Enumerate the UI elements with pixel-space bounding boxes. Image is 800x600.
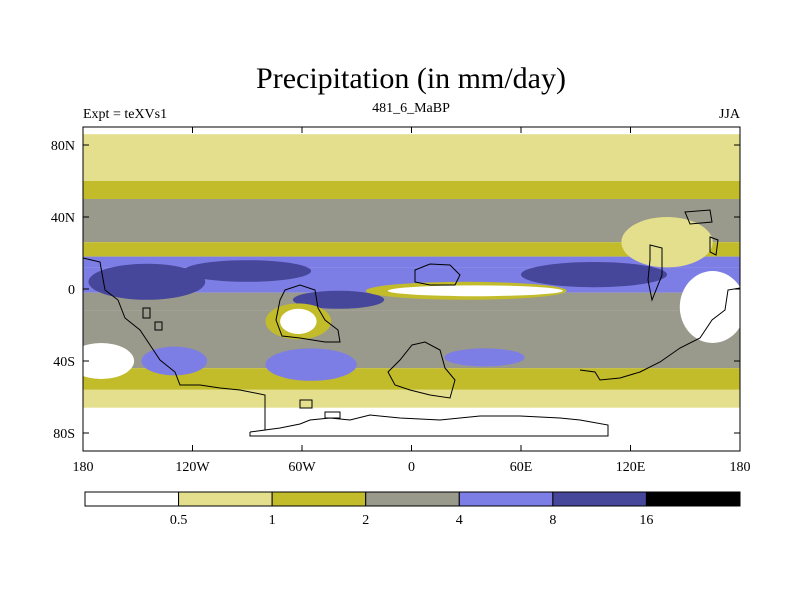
- precip-region: [183, 260, 312, 282]
- x-tick-label: 120W: [175, 460, 210, 475]
- colorbar-level-label: 8: [549, 513, 556, 528]
- experiment-label: Expt = teXVs1: [83, 107, 167, 122]
- precip-region: [265, 348, 357, 381]
- x-tick-label: 0: [408, 460, 415, 475]
- y-tick-label: 40S: [53, 355, 75, 370]
- x-tick-label: 180: [73, 460, 94, 475]
- precip-region: [444, 348, 525, 367]
- chart-title: Precipitation (in mm/day): [256, 62, 566, 95]
- colorbar-swatch: [84, 491, 180, 507]
- zonal-band: [83, 181, 740, 199]
- colorbar-swatch: [552, 491, 647, 507]
- precip-region: [280, 308, 317, 334]
- period-label: 481_6_MaBP: [372, 101, 450, 116]
- x-tick-label: 120E: [616, 460, 646, 475]
- colorbar-swatch: [365, 491, 460, 507]
- continent-outlines: [83, 209, 740, 437]
- precip-region: [521, 262, 667, 288]
- zonal-band: [83, 242, 740, 257]
- outline-east-asia: [647, 209, 719, 302]
- outline-asia-australia: [579, 287, 740, 381]
- outline-antarctica: [249, 414, 609, 437]
- y-tick-label: 80S: [53, 427, 75, 442]
- y-tick-label: 80N: [51, 139, 75, 154]
- precip-region: [141, 346, 208, 376]
- colorbar-level-label: 16: [639, 513, 653, 528]
- colorbar-swatch: [178, 491, 273, 507]
- zonal-band: [83, 407, 740, 451]
- precipitation-field: [83, 127, 740, 451]
- x-axis: 180 120W 60W 0 60E 120E 180: [73, 127, 751, 475]
- zonal-band: [83, 368, 740, 390]
- outline-americas: [83, 257, 266, 433]
- zonal-band: [83, 389, 740, 408]
- colorbar-level-label: 2: [362, 513, 369, 528]
- colorbar-level-label: 4: [456, 513, 463, 528]
- x-tick-label: 60E: [510, 460, 533, 475]
- zonal-band: [83, 256, 740, 268]
- precip-region: [83, 343, 135, 379]
- colorbar-swatch: [645, 491, 741, 507]
- y-axis: 80N 40N 0 40S 80S: [51, 139, 740, 442]
- precip-region: [88, 263, 206, 300]
- precip-region: [621, 217, 713, 268]
- colorbar: 0.5 1 2 4 8 16: [84, 491, 741, 528]
- colorbar-swatch: [271, 491, 367, 507]
- y-tick-label: 40N: [51, 211, 75, 226]
- y-tick-label: 0: [68, 283, 75, 298]
- outline-africa: [414, 263, 461, 286]
- colorbar-swatch: [458, 491, 554, 507]
- x-tick-label: 180: [730, 460, 751, 475]
- outline-southern-africa: [387, 341, 456, 399]
- precip-region: [387, 285, 563, 297]
- zonal-band: [83, 292, 740, 311]
- colorbar-level-label: 0.5: [170, 513, 188, 528]
- colorbar-level-label: 1: [269, 513, 276, 528]
- zonal-band: [83, 134, 740, 181]
- outline-islands: [142, 307, 341, 419]
- x-tick-label: 60W: [288, 460, 316, 475]
- outline-south-america: [275, 284, 341, 343]
- precip-region: [679, 271, 740, 343]
- season-label: JJA: [719, 107, 741, 122]
